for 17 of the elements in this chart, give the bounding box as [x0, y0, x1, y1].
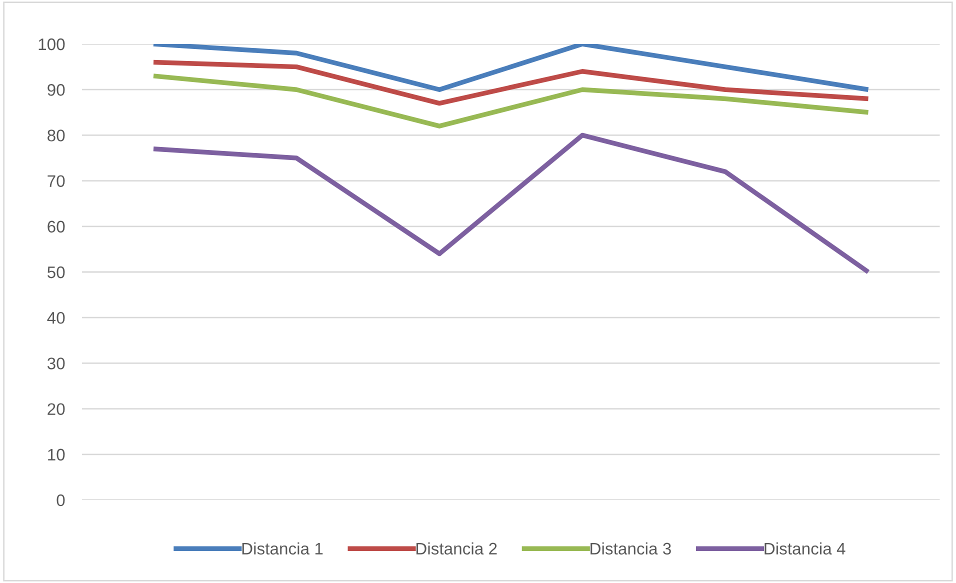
y-tick-label: 60 [48, 220, 65, 233]
line-series [151, 132, 871, 274]
y-tick-label: 100 [38, 38, 65, 50]
y-tick-label: 80 [48, 130, 65, 142]
y-tick-label: 40 [47, 312, 65, 324]
legend-label: Distancia 2 [416, 542, 497, 555]
line-series [151, 44, 871, 92]
legend-label: Distancia 4 [764, 542, 846, 555]
y-tick-label: 30 [47, 358, 65, 370]
y-tick-label: 70 [48, 175, 65, 188]
y-tick-label: 90 [48, 84, 65, 96]
y-tick-label: 20 [48, 403, 65, 415]
legend-label: Distancia 1 [242, 542, 323, 555]
legend-label: Distancia 3 [590, 542, 671, 555]
y-tick-label: 0 [56, 494, 65, 506]
y-tick-label: 50 [47, 266, 65, 278]
y-tick-label: 10 [48, 448, 65, 461]
